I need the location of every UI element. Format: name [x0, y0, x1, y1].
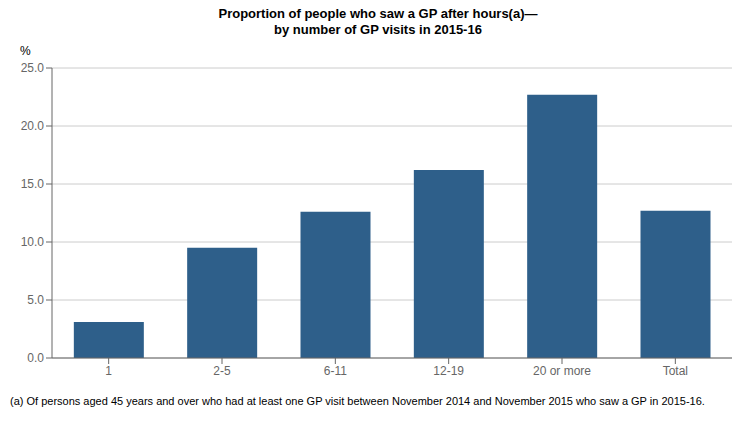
- svg-text:25.0: 25.0: [21, 61, 45, 75]
- html-text:by number of GP visits in 2015: by number of GP visits in 2015-16: [274, 22, 482, 37]
- svg-text:2-5: 2-5: [213, 364, 231, 378]
- svg-text:0.0: 0.0: [27, 351, 44, 365]
- svg-text:20 or more: 20 or more: [533, 364, 591, 378]
- svg-text:10.0: 10.0: [21, 235, 45, 249]
- svg-text:20.0: 20.0: [21, 119, 45, 133]
- svg-text:Total: Total: [663, 364, 688, 378]
- html-text:(a) Of persons aged 45 years a: (a) Of persons aged 45 years and over wh…: [10, 395, 705, 407]
- html-text:Proportion of people who saw a: Proportion of people who saw a GP after …: [218, 6, 538, 21]
- svg-text:5.0: 5.0: [27, 293, 44, 307]
- svg-text:15.0: 15.0: [21, 177, 45, 191]
- svg-text:6-11: 6-11: [324, 364, 347, 378]
- svg-text:12-19: 12-19: [433, 364, 464, 378]
- svg-text:1: 1: [105, 364, 112, 378]
